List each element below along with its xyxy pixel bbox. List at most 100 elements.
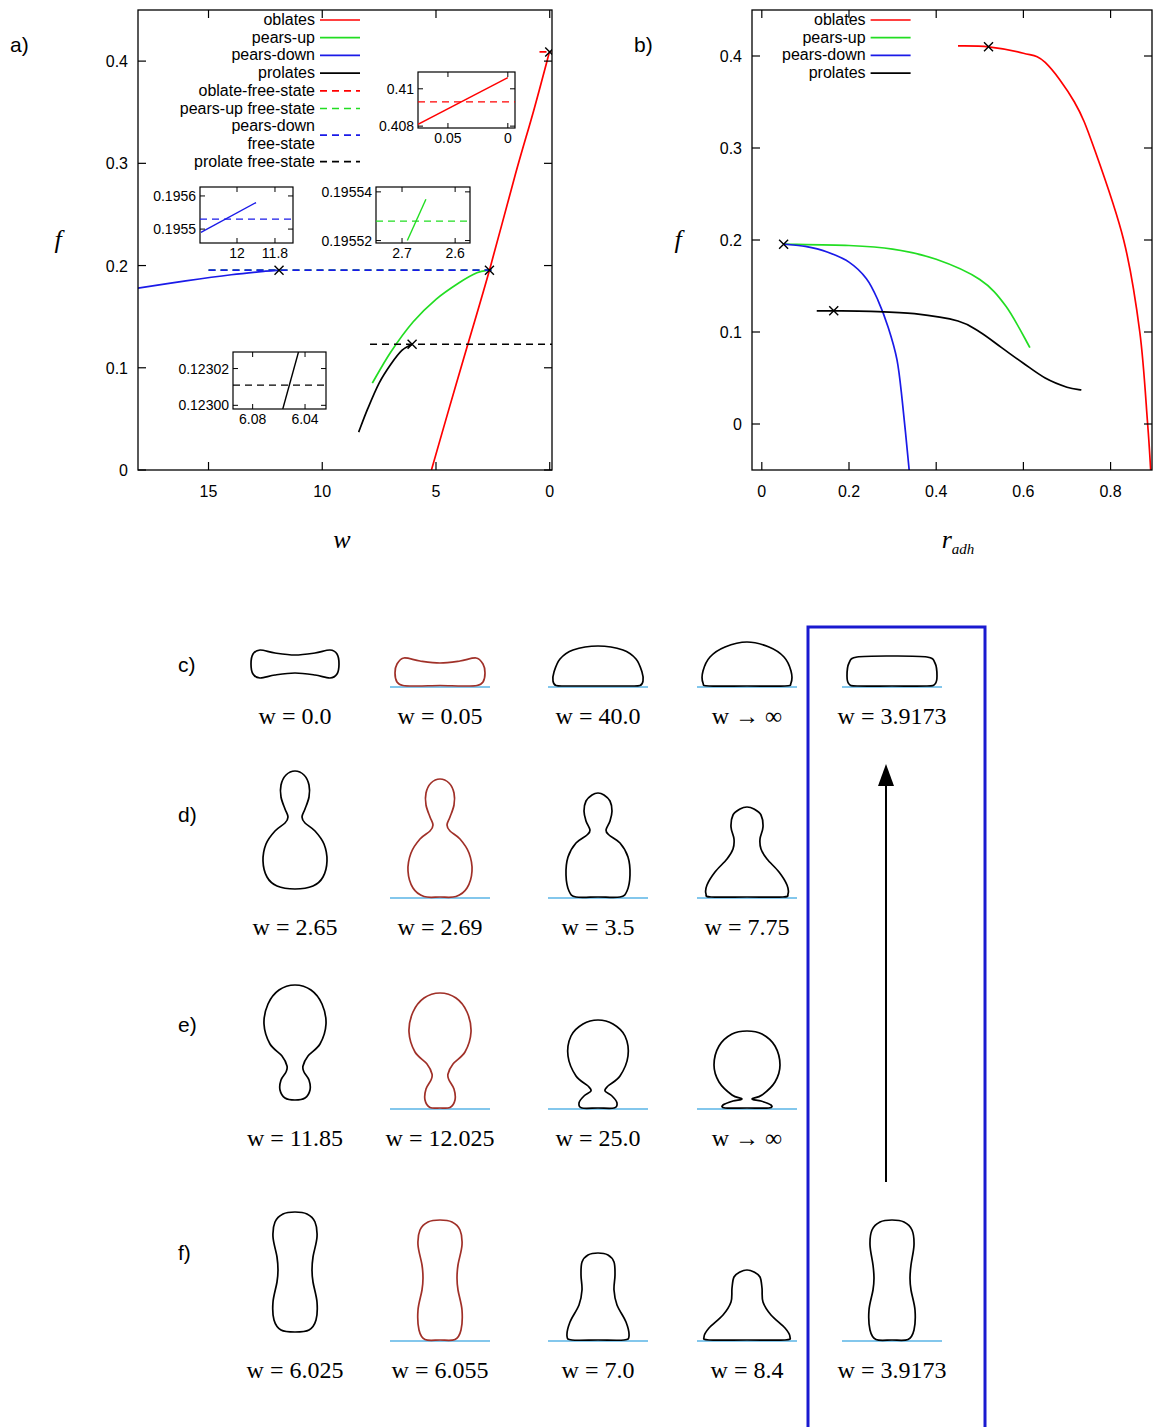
x-tick: [848, 462, 849, 470]
y-tick-label: 0.2: [106, 258, 128, 275]
legend-label: pears-downfree-state: [231, 117, 315, 152]
inset-y-tick: [418, 88, 423, 89]
inset-y-tick: [510, 126, 515, 127]
series-line: [283, 352, 299, 409]
inset-x-tick: [447, 72, 448, 77]
series-line: [233, 384, 326, 385]
y-tick: [1144, 331, 1152, 332]
shape-label: w = 25.0: [556, 1125, 641, 1151]
membrane-shape: [418, 1220, 462, 1340]
panel-label: f): [178, 1241, 191, 1264]
series-line: [200, 218, 293, 219]
inset-y-tick-label: 0.12302: [178, 361, 229, 377]
shape-label: w → ∞: [712, 1125, 782, 1151]
legend-label-line: prolates: [258, 64, 315, 81]
membrane-shape: [702, 642, 792, 686]
legend-swatch: [320, 72, 360, 74]
y-tick: [752, 331, 760, 332]
y-tick: [544, 61, 552, 62]
membrane-shape: [704, 1270, 791, 1340]
y-axis-title: f: [674, 225, 685, 254]
panel-label: e): [178, 1013, 197, 1036]
inset-x-tick: [305, 404, 306, 409]
inset-x-tick-label: 2.7: [392, 245, 412, 261]
y-tick-label: 0.3: [720, 140, 742, 157]
inset: 1211.80.19560.1955: [153, 187, 293, 261]
marker: [408, 340, 417, 349]
shape-label: w = 3.9173: [838, 1357, 947, 1383]
y-tick: [138, 469, 146, 470]
inset-y-tick: [200, 229, 205, 230]
marker: [275, 266, 284, 275]
marker: [485, 266, 494, 275]
inset-x-tick: [447, 123, 448, 128]
inset-x-tick: [274, 187, 275, 192]
inset-frame: [418, 72, 515, 128]
chart: a)15105000.10.20.30.4fwoblatespears-uppe…: [10, 10, 554, 554]
shape-label: w = 6.055: [392, 1357, 489, 1383]
marker: [984, 42, 993, 51]
inset-y-tick: [321, 405, 326, 406]
legend-label: prolates: [809, 64, 866, 81]
inset-x-tick-label: 6.08: [239, 411, 266, 427]
legend-swatch: [320, 37, 360, 39]
shape-label: w = 7.75: [705, 914, 790, 940]
x-axis-title: radh: [942, 525, 975, 557]
y-tick-label: 0.1: [106, 360, 128, 377]
inset-y-tick-label: 0.12300: [178, 397, 229, 413]
shape-label: w = 7.0: [562, 1357, 635, 1383]
y-tick: [544, 163, 552, 164]
y-tick-label: 0.4: [106, 53, 128, 70]
series-line: [138, 270, 279, 288]
legend-swatch: [320, 108, 360, 110]
membrane-shape: [251, 650, 339, 678]
x-tick-label: 0: [757, 483, 766, 500]
inset-plot: [418, 78, 515, 125]
membrane-shape: [869, 1220, 915, 1340]
y-tick: [752, 147, 760, 148]
legend-label-line: pears-up: [252, 29, 315, 46]
marker-cross: [829, 306, 838, 315]
series-line: [407, 199, 426, 240]
x-tick: [208, 462, 209, 470]
series-line: [209, 269, 493, 271]
x-tick: [322, 462, 323, 470]
x-tick-label: 0: [545, 483, 554, 500]
y-tick: [1144, 147, 1152, 148]
x-tick: [1023, 10, 1024, 18]
legend-label: oblate-free-state: [198, 82, 315, 99]
y-tick: [752, 423, 760, 424]
legend-label-line: pears-up: [802, 29, 865, 46]
legend-label: pears-down: [782, 46, 866, 63]
series-line: [958, 46, 1151, 470]
inset-y-tick: [465, 191, 470, 192]
inset: 6.086.040.123020.12300: [178, 352, 326, 427]
marker: [829, 306, 838, 315]
legend-label: pears-up free-state: [180, 100, 315, 117]
series-line: [784, 244, 910, 470]
inset-x-tick: [237, 187, 238, 192]
inset: 0.0500.4080.41: [379, 72, 515, 146]
shape-label: w = 40.0: [556, 703, 641, 729]
y-tick: [1144, 239, 1152, 240]
inset-y-tick: [510, 88, 515, 89]
legend-swatch: [871, 19, 911, 21]
marker-cross: [275, 266, 284, 275]
shape-label: w = 3.9173: [838, 703, 947, 729]
inset-x-tick: [402, 187, 403, 192]
x-tick: [322, 10, 323, 18]
inset-y-tick: [321, 368, 326, 369]
legend-swatch: [871, 37, 911, 39]
series-line: [359, 344, 412, 432]
legend-swatch: [871, 72, 911, 74]
arrow-shaft: [885, 782, 887, 1182]
shape-label: w → ∞: [712, 703, 782, 729]
legend-label: prolate free-state: [194, 153, 315, 170]
x-tick: [549, 10, 550, 18]
shape-label: w = 8.4: [711, 1357, 784, 1383]
x-tick: [1110, 462, 1111, 470]
y-tick-label: 0: [119, 462, 128, 479]
membrane-shape: [409, 993, 471, 1108]
y-tick: [138, 367, 146, 368]
legend-label-line: free-state: [247, 135, 315, 152]
